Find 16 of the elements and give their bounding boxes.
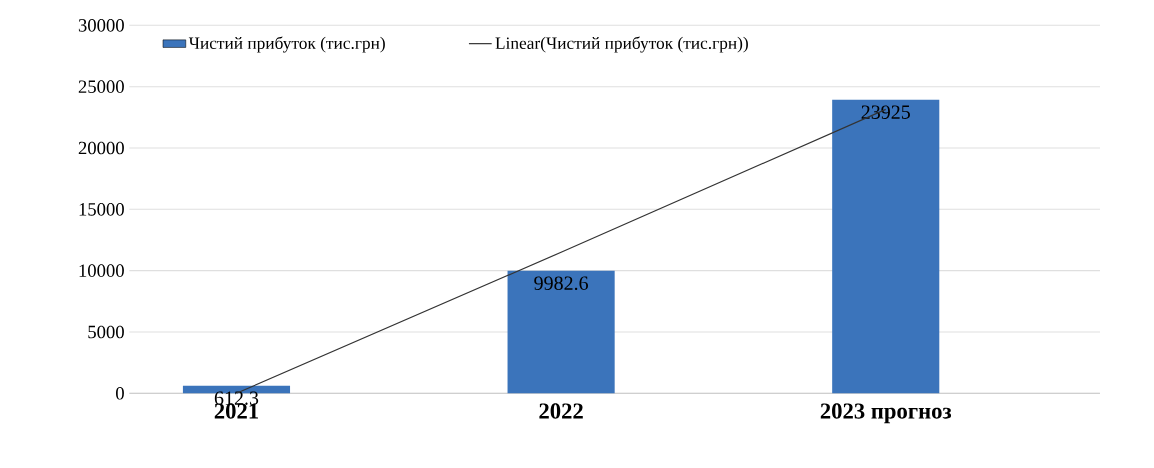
x-tick-label: 2021 (214, 403, 258, 419)
x-tick-label: 2023 прогноз (820, 403, 952, 424)
y-tick-label: 15000 (79, 203, 124, 216)
data-label: 9982.6 (534, 276, 589, 291)
x-tick-label: 2022 (539, 403, 583, 419)
y-tick-label: 25000 (78, 80, 124, 93)
y-tick-label: 5000 (88, 325, 124, 339)
bar (832, 99, 940, 394)
y-tick-label: 10000 (79, 264, 124, 277)
y-tick-label: 20000 (78, 141, 124, 155)
legend-label: Linear(Чистий прибуток (тис.грн)) (495, 36, 748, 53)
legend-label: Чистий прибуток (тис.грн) (188, 36, 385, 53)
y-tick-label: 30000 (78, 19, 124, 32)
bar (507, 270, 615, 394)
data-label: 612.3 (214, 391, 259, 405)
y-tick-label: 0 (116, 387, 124, 400)
